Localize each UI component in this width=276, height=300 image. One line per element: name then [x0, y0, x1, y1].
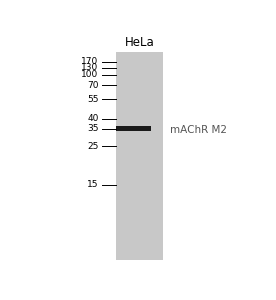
Text: mAChR M2: mAChR M2: [170, 124, 227, 135]
Bar: [116, 126, 151, 131]
Text: HeLa: HeLa: [124, 36, 154, 49]
Text: 100: 100: [81, 70, 99, 79]
Text: 25: 25: [87, 142, 99, 151]
Text: 15: 15: [87, 181, 99, 190]
Text: 70: 70: [87, 81, 99, 90]
Text: 40: 40: [87, 114, 99, 123]
Text: 55: 55: [87, 95, 99, 104]
Text: 35: 35: [87, 124, 99, 134]
Bar: [116, 52, 163, 260]
Text: 130: 130: [81, 63, 99, 72]
Text: 170: 170: [81, 57, 99, 66]
